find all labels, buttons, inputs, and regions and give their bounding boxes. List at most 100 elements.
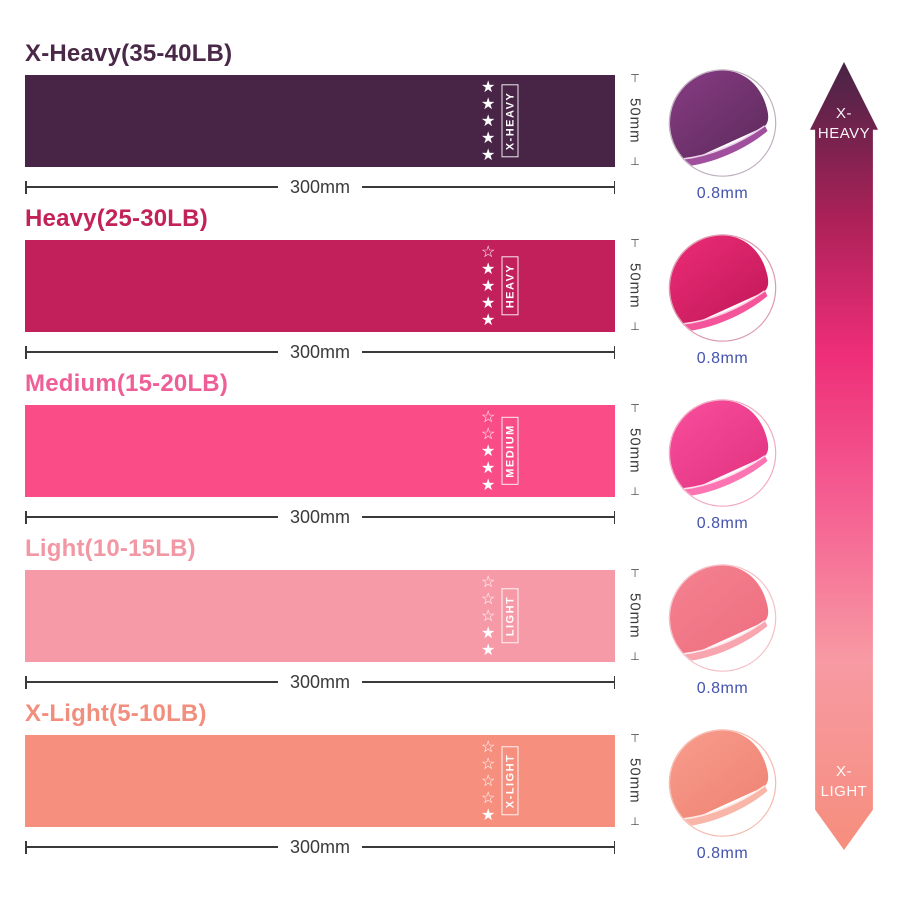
thickness-label: 0.8mm <box>696 515 749 532</box>
dimension-line-left <box>26 516 278 518</box>
dimension-tick-bottom: ⊥ <box>630 486 640 498</box>
star-icon: ★ <box>481 806 496 824</box>
dimension-line-right <box>362 351 614 353</box>
thickness-detail: 0.8mm <box>666 233 779 368</box>
band-level-label: LIGHT <box>501 588 519 644</box>
height-dimension-label: 50mm <box>626 263 644 309</box>
star-icon: ☆ <box>481 755 496 773</box>
thickness-detail: 0.8mm <box>666 728 779 863</box>
band-title: Light(10-15LB) <box>25 535 196 562</box>
dimension-line-right <box>362 186 614 188</box>
height-dimension-label: 50mm <box>626 98 644 144</box>
height-dimension-label: 50mm <box>626 428 644 474</box>
star-icon: ★ <box>481 294 496 312</box>
dimension-line-left <box>26 351 278 353</box>
thickness-label: 0.8mm <box>696 350 749 367</box>
band-fold-photo <box>666 729 779 842</box>
star-icon: ★ <box>481 442 496 460</box>
dimension-end-left <box>25 510 27 524</box>
band-fold-photo <box>666 564 779 677</box>
dimension-end-right <box>613 840 615 854</box>
width-dimension-label: 300mm <box>289 176 351 197</box>
thickness-label: 0.8mm <box>696 845 749 862</box>
band-level-label: MEDIUM <box>501 417 519 485</box>
star-icon: ☆ <box>481 590 496 608</box>
dimension-tick-top: ⊤ <box>630 568 640 580</box>
band-fold-circle <box>668 69 777 177</box>
star-rating: ☆ ★ ★ ★ ★ <box>481 244 495 329</box>
band-fold-circle <box>668 399 777 507</box>
band-fold-photo <box>666 399 779 512</box>
band-fold-circle <box>668 234 777 342</box>
dimension-line-right <box>362 516 614 518</box>
thickness-detail: 0.8mm <box>666 68 779 203</box>
band-level-label-wrap: HEAVY <box>499 240 521 332</box>
band-level-label: X-LIGHT <box>501 746 519 816</box>
width-dimension-label: 300mm <box>289 836 351 857</box>
height-dimension-label: 50mm <box>626 758 644 804</box>
band-fold-circle <box>668 564 777 672</box>
resistance-band: ☆ ☆ ☆ ★ ★ LIGHT <box>25 570 615 662</box>
star-rating: ★ ★ ★ ★ ★ <box>481 79 495 164</box>
arrow-label-line: HEAVY <box>817 125 871 142</box>
star-icon: ☆ <box>481 408 496 426</box>
dimension-line-left <box>26 186 278 188</box>
star-rating: ☆ ☆ ★ ★ ★ <box>481 409 495 494</box>
band-title: Medium(15-20LB) <box>25 370 229 397</box>
dimension-line-left <box>26 681 278 683</box>
dimension-line-left <box>26 846 278 848</box>
height-dimension: ⊤ 50mm ⊥ <box>623 568 647 663</box>
resistance-band: ★ ★ ★ ★ ★ X-HEAVY <box>25 75 615 167</box>
arrow-label-x-light: X- LIGHT <box>810 762 878 802</box>
dimension-tick-bottom: ⊥ <box>630 321 640 333</box>
dimension-end-left <box>25 840 27 854</box>
dimension-end-left <box>25 180 27 194</box>
band-marking: ☆ ☆ ☆ ☆ ★ X-LIGHT <box>481 735 521 827</box>
band-row-light: Light(10-15LB) ☆ ☆ ☆ ★ ★ LIGHT ⊤ 50mm ⊥ 300m… <box>0 535 800 702</box>
resistance-band: ☆ ★ ★ ★ ★ HEAVY <box>25 240 615 332</box>
star-icon: ★ <box>481 260 496 278</box>
star-rating: ☆ ☆ ☆ ☆ ★ <box>481 739 495 824</box>
star-icon: ★ <box>481 78 496 96</box>
band-level-label-wrap: X-HEAVY <box>499 75 521 167</box>
star-icon: ★ <box>481 277 496 295</box>
band-row-x-heavy: X-Heavy(35-40LB) ★ ★ ★ ★ ★ X-HEAVY ⊤ 50mm ⊥ … <box>0 40 800 207</box>
band-fold-photo <box>666 234 779 347</box>
star-icon: ★ <box>481 476 496 494</box>
intensity-gradient-arrow: X- HEAVY X- LIGHT <box>810 62 878 850</box>
band-level-label-wrap: X-LIGHT <box>499 735 521 827</box>
arrow-label-line: X- <box>836 105 852 122</box>
dimension-line-right <box>362 681 614 683</box>
thickness-label: 0.8mm <box>696 185 749 202</box>
dimension-tick-top: ⊤ <box>630 733 640 745</box>
band-title: X-Light(5-10LB) <box>25 700 207 727</box>
arrow-label-line: X- <box>836 763 852 780</box>
height-dimension-label: 50mm <box>626 593 644 639</box>
thickness-detail: 0.8mm <box>666 398 779 533</box>
height-dimension: ⊤ 50mm ⊥ <box>623 238 647 333</box>
band-row-medium: Medium(15-20LB) ☆ ☆ ★ ★ ★ MEDIUM ⊤ 50mm ⊥ 30… <box>0 370 800 537</box>
height-dimension: ⊤ 50mm ⊥ <box>623 74 647 168</box>
star-icon: ☆ <box>481 243 496 261</box>
width-dimension: 300mm <box>25 836 615 858</box>
width-dimension: 300mm <box>25 506 615 528</box>
band-marking: ☆ ★ ★ ★ ★ HEAVY <box>481 240 521 332</box>
band-level-label-wrap: MEDIUM <box>499 405 521 497</box>
band-marking: ☆ ☆ ☆ ★ ★ LIGHT <box>481 570 521 662</box>
band-fold-photo <box>666 69 779 182</box>
star-icon: ★ <box>481 112 496 130</box>
thickness-detail: 0.8mm <box>666 563 779 698</box>
dimension-end-right <box>613 510 615 524</box>
dimension-tick-top: ⊤ <box>630 238 640 250</box>
band-level-label-wrap: LIGHT <box>499 570 521 662</box>
width-dimension: 300mm <box>25 176 615 198</box>
width-dimension: 300mm <box>25 671 615 693</box>
star-icon: ☆ <box>481 738 496 756</box>
resistance-band: ☆ ☆ ☆ ☆ ★ X-LIGHT <box>25 735 615 827</box>
star-icon: ★ <box>481 129 496 147</box>
star-icon: ☆ <box>481 607 496 625</box>
height-dimension: ⊤ 50mm ⊥ <box>623 404 647 498</box>
band-marking: ☆ ☆ ★ ★ ★ MEDIUM <box>481 405 521 497</box>
width-dimension-label: 300mm <box>289 341 351 362</box>
